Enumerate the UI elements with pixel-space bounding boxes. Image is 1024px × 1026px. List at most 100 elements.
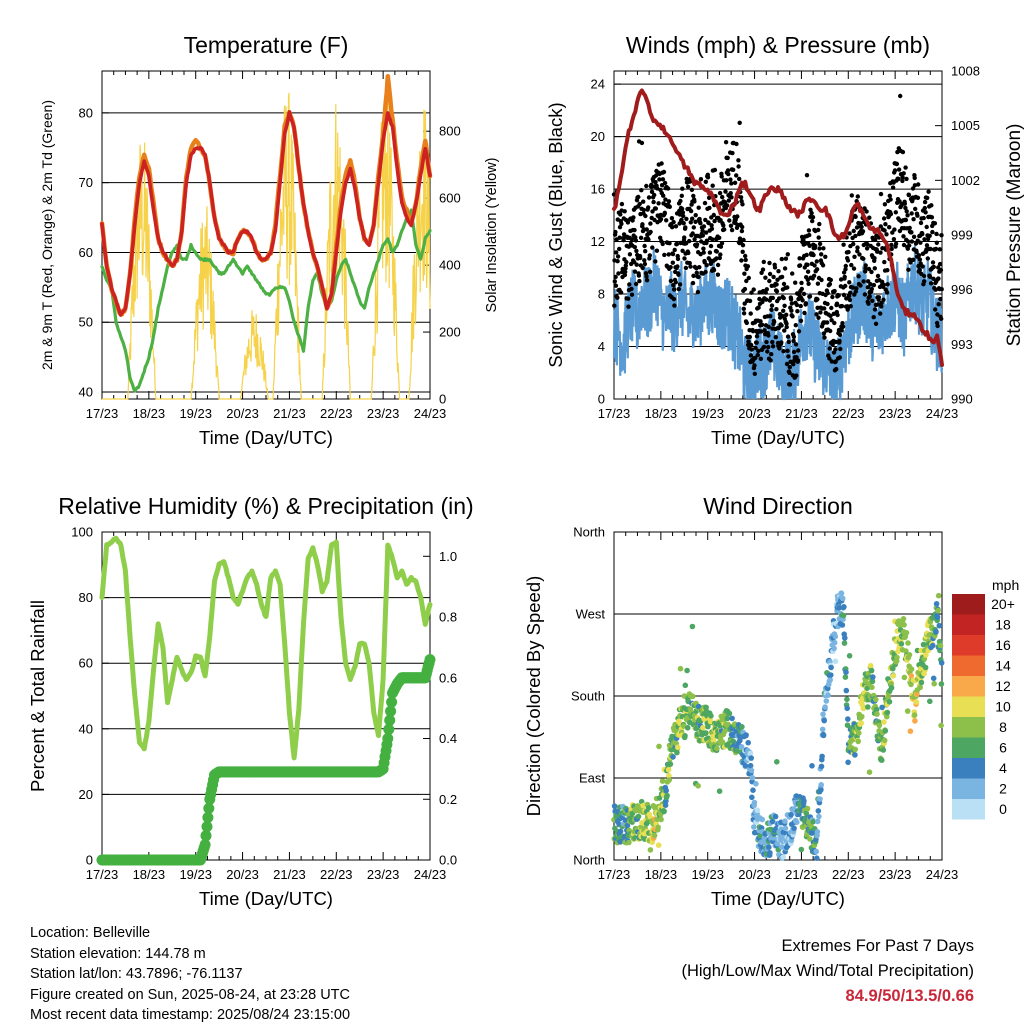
ytick-right-winds-5: 1005 (951, 118, 980, 133)
colorbar-swatch-0 (952, 594, 985, 615)
ytick-right-winds-2: 996 (951, 282, 973, 297)
title-winds: Winds (mph) & Pressure (mb) (626, 32, 930, 58)
colorbar-swatch-4 (952, 676, 985, 697)
colorbar-label-1: 18 (995, 617, 1011, 633)
xtick-temperature-5: 22/23 (320, 406, 353, 421)
xtick-winds-4: 21/23 (785, 406, 818, 421)
colorbar-swatch-3 (952, 655, 985, 676)
ytick-right-humidity_precip-4: 0.8 (439, 610, 457, 625)
station-elevation: Station elevation: 144.78 m (30, 945, 206, 962)
extremes-subtitle: (High/Low/Max Wind/Total Precipitation) (681, 962, 974, 980)
series-sonic-wind (612, 244, 944, 401)
ytick-right-winds-0: 990 (951, 392, 973, 407)
xtick-wind_direction-2: 19/23 (691, 867, 724, 882)
title-temperature: Temperature (F) (184, 32, 349, 58)
panel-winds: Winds (mph) & Pressure (mb) 17/23 18/23 19/… (545, 32, 1024, 448)
extremes-values: 84.9/50/13.5/0.66 (845, 987, 974, 1005)
xtick-humidity_precip-2: 19/23 (179, 867, 212, 882)
colorbar-label-9: 2 (999, 781, 1007, 797)
ytick-right-temperature-3: 600 (439, 191, 461, 206)
colorbar-label-0: 20+ (991, 596, 1015, 612)
xtick-temperature-0: 17/23 (86, 406, 119, 421)
ytick-right-humidity_precip-2: 0.4 (439, 731, 457, 746)
xtick-winds-2: 19/23 (691, 406, 724, 421)
station-info: Location: Belleville Station elevation: … (30, 923, 350, 1026)
series-station-pressure (612, 88, 944, 367)
ytick-right-humidity_precip-5: 1.0 (439, 549, 457, 564)
xtick-humidity_precip-0: 17/23 (86, 867, 119, 882)
series-2m-t (100, 110, 432, 317)
title-humidity_precip: Relative Humidity (%) & Precipitation (i… (58, 493, 473, 519)
xtick-wind_direction-1: 18/23 (645, 867, 678, 882)
ylabel-temperature: 2m & 9m T (Red, Orange) & 2m Td (Green) (39, 100, 55, 370)
panel-humidity_precip: Relative Humidity (%) & Precipitation (i… (27, 493, 474, 909)
ytick-humidity_precip-4: 80 (79, 590, 93, 605)
ytick-humidity_precip-0: 0 (86, 853, 93, 868)
colorbar-label-10: 0 (999, 801, 1007, 817)
colorbar-swatch-9 (952, 778, 985, 799)
xtick-wind_direction-3: 20/23 (738, 867, 771, 882)
colorbar-label-6: 8 (999, 719, 1007, 735)
xtick-humidity_precip-6: 23/23 (367, 867, 400, 882)
colorbar-swatch-1 (952, 614, 985, 635)
colorbar-label-4: 12 (995, 678, 1011, 694)
ytick-right-temperature-0: 0 (439, 392, 446, 407)
xtick-winds-1: 18/23 (645, 406, 678, 421)
xtick-wind_direction-4: 21/23 (785, 867, 818, 882)
ytick-right-temperature-4: 800 (439, 124, 461, 139)
ytick-temperature-3: 70 (79, 175, 93, 190)
ylabel-winds: Sonic Wind & Gust (Blue, Black) (545, 102, 566, 367)
colorbar-swatch-5 (952, 696, 985, 717)
series-solar-insolation (102, 92, 431, 400)
ytick-temperature-4: 80 (79, 105, 93, 120)
xtick-humidity_precip-4: 21/23 (273, 867, 306, 882)
colorbar-label-2: 16 (995, 637, 1011, 653)
recent-timestamp: Most recent data timestamp: 2025/08/24 2… (30, 1007, 351, 1023)
colorbar-label-8: 4 (999, 760, 1007, 776)
xtick-temperature-6: 23/23 (367, 406, 400, 421)
ytick-winds-2: 8 (598, 287, 605, 302)
xlabel-temperature: Time (Day/UTC) (199, 427, 333, 448)
extremes-block: Extremes For Past 7 Days (High/Low/Max W… (681, 934, 974, 1009)
colorbar-label-5: 10 (995, 699, 1011, 715)
station-latlon: Station lat/lon: 43.7896; -76.1137 (30, 966, 243, 982)
xtick-temperature-1: 18/23 (133, 406, 166, 421)
ytick-winds-5: 20 (591, 129, 605, 144)
colorbar: mph 20+ 18 16 14 12 10 8 6 4 2 0 (952, 577, 1019, 820)
xtick-wind_direction-7: 24/23 (926, 867, 959, 882)
ytick-winds-6: 24 (591, 77, 605, 92)
colorbar-label-7: 6 (999, 740, 1007, 756)
xlabel-wind_direction: Time (Day/UTC) (711, 888, 845, 909)
ytick-humidity_precip-2: 40 (79, 721, 93, 736)
xtick-winds-5: 22/23 (832, 406, 865, 421)
ytick-humidity_precip-3: 60 (79, 656, 93, 671)
xtick-winds-6: 23/23 (879, 406, 912, 421)
xtick-winds-3: 20/23 (738, 406, 771, 421)
ytick-wind_direction-3: West (576, 607, 606, 622)
xtick-wind_direction-6: 23/23 (879, 867, 912, 882)
series-relative-humidity (99, 535, 433, 761)
ytick-winds-4: 16 (591, 182, 605, 197)
xtick-temperature-3: 20/23 (226, 406, 259, 421)
colorbar-swatch-8 (952, 758, 985, 779)
xtick-wind_direction-5: 22/23 (832, 867, 865, 882)
xtick-winds-7: 24/23 (926, 406, 959, 421)
colorbar-swatch-2 (952, 635, 985, 656)
series-wind-direction (611, 590, 945, 861)
title-wind_direction: Wind Direction (703, 493, 853, 519)
ytick-right-temperature-1: 200 (439, 325, 461, 340)
colorbar-swatch-6 (952, 717, 985, 738)
ytick-right-humidity_precip-1: 0.2 (439, 792, 457, 807)
colorbar-unit: mph (992, 577, 1019, 593)
ytick-right-winds-4: 1002 (951, 173, 980, 188)
ytick-wind_direction-1: East (579, 771, 605, 786)
xlabel-winds: Time (Day/UTC) (711, 427, 845, 448)
ylabel-humidity_precip: Percent & Total Rainfall (27, 600, 48, 792)
ytick-winds-0: 0 (598, 392, 605, 407)
extremes-title: Extremes For Past 7 Days (781, 937, 974, 955)
xtick-humidity_precip-7: 24/23 (414, 867, 447, 882)
ytick-humidity_precip-1: 20 (79, 787, 93, 802)
series-2m-td (100, 208, 432, 393)
xlabel-humidity_precip: Time (Day/UTC) (199, 888, 333, 909)
